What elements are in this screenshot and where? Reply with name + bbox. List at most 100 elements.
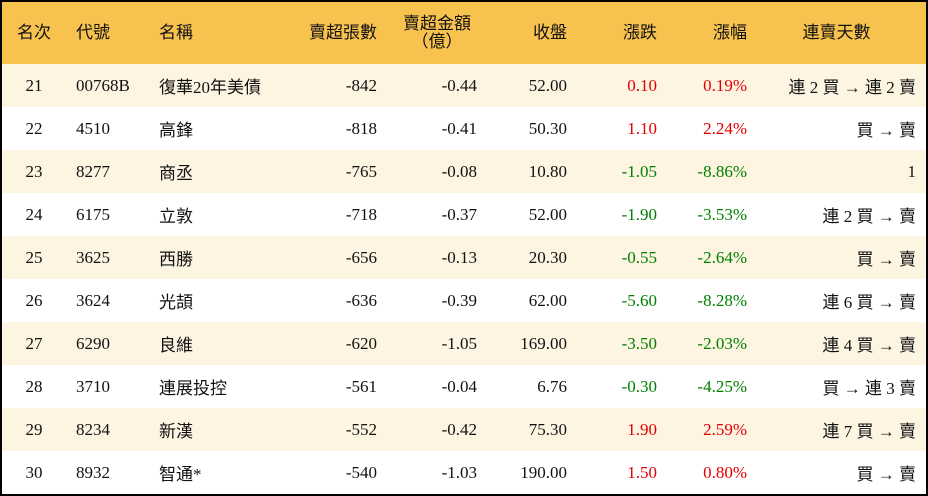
name-cell: 光頡 [146, 279, 266, 322]
name-cell: 新漢 [146, 408, 266, 451]
table-row: 23 8277 商丞 -765 -0.08 10.80 -1.05 -8.86% 1 [2, 150, 926, 193]
header-code: 代號 [66, 2, 146, 64]
change-pct-cell: 0.80% [657, 451, 747, 494]
close-cell: 50.30 [477, 107, 567, 150]
sell-days-cell: 買 → 賣 [747, 451, 926, 494]
code-cell: 8932 [66, 451, 146, 494]
change-cell: 0.10 [567, 64, 657, 107]
header-row: 名次 代號 名稱 賣超張數 賣超金額 （億） 收盤 漲跌 漲幅 連賣天數 [2, 2, 926, 64]
change-cell: -3.50 [567, 322, 657, 365]
code-cell: 3710 [66, 365, 146, 408]
sell-amount-cell: -0.08 [377, 150, 477, 193]
sell-days-cell: 連 2 買 → 賣 [747, 193, 926, 236]
header-name: 名稱 [146, 2, 266, 64]
change-pct-cell: 0.19% [657, 64, 747, 107]
code-cell: 3625 [66, 236, 146, 279]
sell-days-cell: 1 [747, 150, 926, 193]
rank-cell: 21 [2, 64, 66, 107]
code-cell: 3624 [66, 279, 146, 322]
sell-amount-cell: -1.05 [377, 322, 477, 365]
sell-days-cell: 買 → 賣 [747, 236, 926, 279]
sell-days-cell: 連 4 買 → 賣 [747, 322, 926, 365]
header-change-pct: 漲幅 [657, 2, 747, 64]
table-row: 30 8932 智通* -540 -1.03 190.00 1.50 0.80% 買 → 賣 [2, 451, 926, 494]
sell-amount-cell: -0.42 [377, 408, 477, 451]
change-cell: -1.90 [567, 193, 657, 236]
sell-shares-cell: -561 [266, 365, 377, 408]
close-cell: 190.00 [477, 451, 567, 494]
name-cell: 立敦 [146, 193, 266, 236]
header-change: 漲跌 [567, 2, 657, 64]
sell-shares-cell: -765 [266, 150, 377, 193]
name-cell: 智通* [146, 451, 266, 494]
sell-shares-cell: -540 [266, 451, 377, 494]
change-pct-cell: 2.24% [657, 107, 747, 150]
change-cell: -5.60 [567, 279, 657, 322]
sell-amount-cell: -0.41 [377, 107, 477, 150]
rank-cell: 30 [2, 451, 66, 494]
sell-days-cell: 買 → 連 3 賣 [747, 365, 926, 408]
close-cell: 169.00 [477, 322, 567, 365]
rank-cell: 22 [2, 107, 66, 150]
name-cell: 良維 [146, 322, 266, 365]
rank-cell: 28 [2, 365, 66, 408]
change-pct-cell: -2.03% [657, 322, 747, 365]
close-cell: 62.00 [477, 279, 567, 322]
change-cell: -0.30 [567, 365, 657, 408]
name-cell: 西勝 [146, 236, 266, 279]
change-cell: 1.90 [567, 408, 657, 451]
sell-amount-cell: -0.04 [377, 365, 477, 408]
name-cell: 復華20年美債 [146, 64, 266, 107]
sell-shares-cell: -818 [266, 107, 377, 150]
change-cell: -0.55 [567, 236, 657, 279]
change-pct-cell: -8.28% [657, 279, 747, 322]
sell-days-cell: 連 6 買 → 賣 [747, 279, 926, 322]
table-row: 28 3710 連展投控 -561 -0.04 6.76 -0.30 -4.25% 買 → 連 … [2, 365, 926, 408]
header-rank: 名次 [2, 2, 66, 64]
sell-shares-cell: -552 [266, 408, 377, 451]
table-row: 22 4510 高鋒 -818 -0.41 50.30 1.10 2.24% 買 → 賣 [2, 107, 926, 150]
close-cell: 52.00 [477, 193, 567, 236]
name-cell: 高鋒 [146, 107, 266, 150]
code-cell: 8234 [66, 408, 146, 451]
name-cell: 連展投控 [146, 365, 266, 408]
change-pct-cell: -4.25% [657, 365, 747, 408]
rank-cell: 26 [2, 279, 66, 322]
rank-cell: 27 [2, 322, 66, 365]
code-cell: 6290 [66, 322, 146, 365]
rank-cell: 23 [2, 150, 66, 193]
sell-shares-cell: -718 [266, 193, 377, 236]
close-cell: 52.00 [477, 64, 567, 107]
close-cell: 10.80 [477, 150, 567, 193]
sell-days-cell: 連 7 買 → 賣 [747, 408, 926, 451]
change-pct-cell: -2.64% [657, 236, 747, 279]
sell-amount-cell: -0.13 [377, 236, 477, 279]
change-cell: 1.10 [567, 107, 657, 150]
header-close: 收盤 [477, 2, 567, 64]
rank-cell: 24 [2, 193, 66, 236]
sell-amount-cell: -0.37 [377, 193, 477, 236]
close-cell: 75.30 [477, 408, 567, 451]
code-cell: 6175 [66, 193, 146, 236]
name-cell: 商丞 [146, 150, 266, 193]
table-row: 29 8234 新漢 -552 -0.42 75.30 1.90 2.59% 連 7 買 → 賣 [2, 408, 926, 451]
rank-cell: 25 [2, 236, 66, 279]
sell-days-cell: 買 → 賣 [747, 107, 926, 150]
close-cell: 20.30 [477, 236, 567, 279]
change-cell: 1.50 [567, 451, 657, 494]
code-cell: 8277 [66, 150, 146, 193]
header-sell-shares: 賣超張數 [266, 2, 377, 64]
table-row: 21 00768B 復華20年美債 -842 -0.44 52.00 0.10 0.19% 連 … [2, 64, 926, 107]
change-cell: -1.05 [567, 150, 657, 193]
code-cell: 4510 [66, 107, 146, 150]
close-cell: 6.76 [477, 365, 567, 408]
table-row: 25 3625 西勝 -656 -0.13 20.30 -0.55 -2.64% 買 → 賣 [2, 236, 926, 279]
change-pct-cell: 2.59% [657, 408, 747, 451]
change-pct-cell: -3.53% [657, 193, 747, 236]
sell-days-cell: 連 2 買 → 連 2 賣 [747, 64, 926, 107]
sell-amount-cell: -1.03 [377, 451, 477, 494]
sell-shares-cell: -656 [266, 236, 377, 279]
sell-shares-cell: -842 [266, 64, 377, 107]
header-sell-amount: 賣超金額 （億） [377, 2, 477, 64]
table-row: 24 6175 立敦 -718 -0.37 52.00 -1.90 -3.53% 連 2 買 →… [2, 193, 926, 236]
